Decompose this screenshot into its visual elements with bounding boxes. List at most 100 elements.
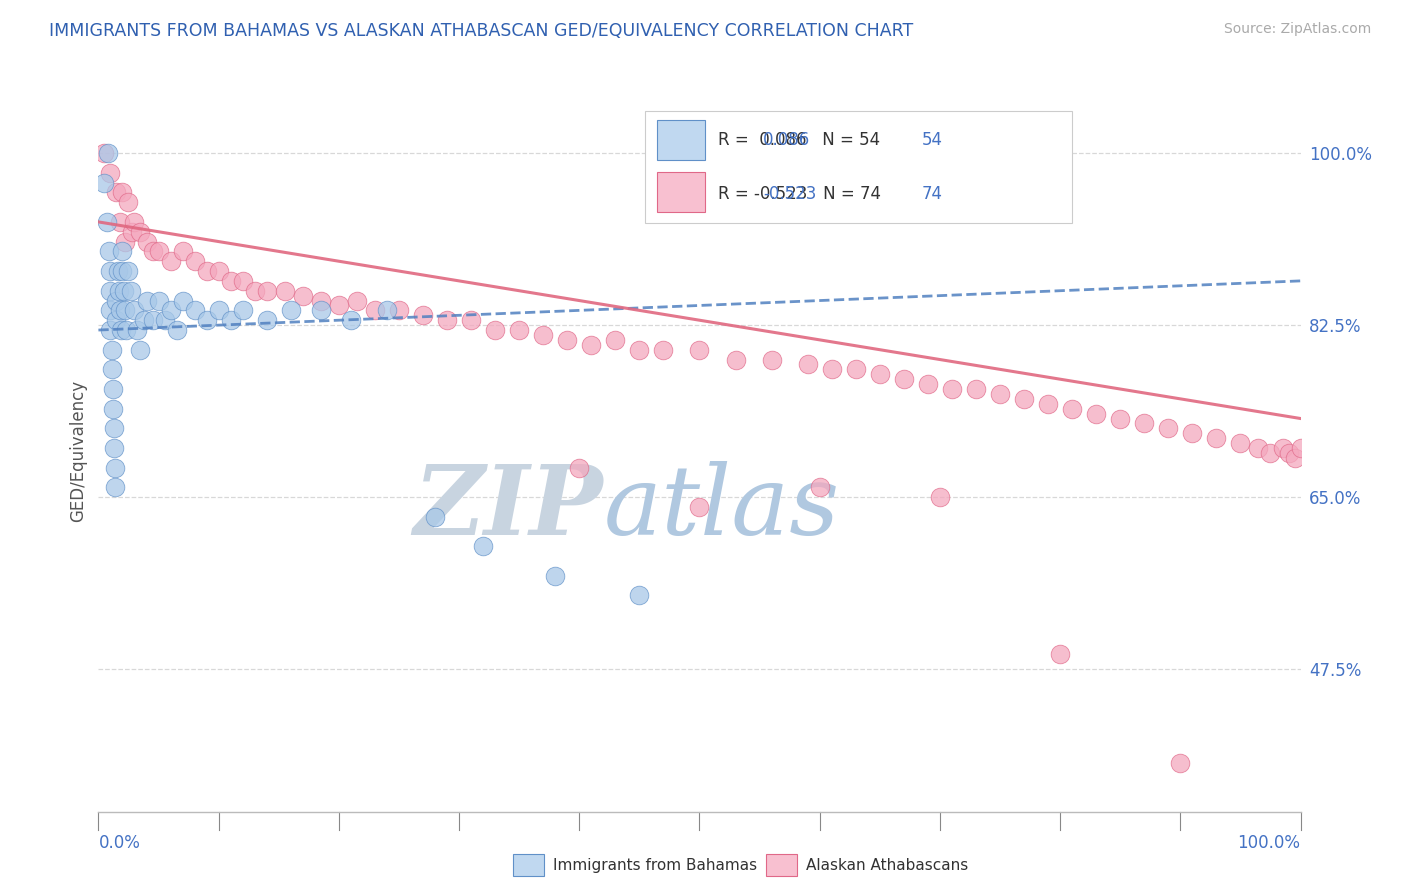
Point xyxy=(115,323,138,337)
Point xyxy=(689,343,711,357)
Point xyxy=(104,480,127,494)
Point xyxy=(183,303,205,318)
Point xyxy=(105,186,128,200)
Point xyxy=(484,323,506,337)
Point xyxy=(166,323,188,337)
Text: Alaskan Athabascans: Alaskan Athabascans xyxy=(806,858,967,872)
Point xyxy=(103,441,125,455)
Point xyxy=(108,215,131,229)
Y-axis label: GED/Equivalency: GED/Equivalency xyxy=(69,379,87,522)
Point xyxy=(124,215,146,229)
Point xyxy=(340,313,363,327)
Point xyxy=(104,460,127,475)
Point xyxy=(965,382,987,396)
Point xyxy=(232,303,254,318)
Point xyxy=(1085,407,1108,421)
Point xyxy=(93,176,115,190)
Point xyxy=(1109,411,1132,425)
Point xyxy=(100,166,122,180)
Point xyxy=(208,303,231,318)
Point xyxy=(761,352,783,367)
Point xyxy=(195,264,218,278)
Point xyxy=(1247,441,1270,455)
Point xyxy=(159,254,181,268)
Point xyxy=(124,303,146,318)
Point xyxy=(821,362,844,376)
Point xyxy=(135,293,157,308)
Point xyxy=(917,377,939,392)
Point xyxy=(1012,392,1035,406)
Point xyxy=(101,401,124,416)
Bar xyxy=(658,120,706,160)
Point xyxy=(153,313,176,327)
Point xyxy=(869,368,891,382)
Point xyxy=(100,343,122,357)
Point xyxy=(100,303,122,318)
Text: atlas: atlas xyxy=(603,461,839,555)
Text: R =  0.086   N = 54: R = 0.086 N = 54 xyxy=(717,131,880,149)
Point xyxy=(531,328,554,343)
Point xyxy=(111,186,134,200)
Point xyxy=(796,358,818,372)
Point xyxy=(689,500,711,514)
Point xyxy=(159,303,181,318)
Point xyxy=(309,293,332,308)
Point xyxy=(1260,446,1282,460)
Point xyxy=(508,323,530,337)
Point xyxy=(928,490,950,504)
Text: 100.0%: 100.0% xyxy=(1237,834,1301,852)
Point xyxy=(628,589,651,603)
Point xyxy=(436,313,458,327)
Point xyxy=(1277,446,1299,460)
Point xyxy=(110,323,132,337)
Point xyxy=(208,264,231,278)
Point xyxy=(256,284,278,298)
FancyBboxPatch shape xyxy=(645,111,1073,223)
Point xyxy=(114,235,136,249)
Text: 74: 74 xyxy=(922,185,943,203)
Point xyxy=(100,284,122,298)
Point xyxy=(111,244,134,259)
Point xyxy=(1181,426,1204,441)
Point xyxy=(328,298,350,312)
Point xyxy=(100,323,122,337)
Text: 0.0%: 0.0% xyxy=(98,834,141,852)
Point xyxy=(1271,441,1294,455)
Point xyxy=(845,362,868,376)
Point xyxy=(117,264,139,278)
Point xyxy=(120,284,142,298)
Point xyxy=(114,303,136,318)
Point xyxy=(280,303,302,318)
Point xyxy=(125,323,148,337)
Point xyxy=(141,313,163,327)
Point xyxy=(195,313,218,327)
Point xyxy=(724,352,747,367)
Text: 54: 54 xyxy=(922,131,943,149)
Point xyxy=(132,313,155,327)
Point xyxy=(105,313,128,327)
Text: ZIP: ZIP xyxy=(413,461,603,555)
Point xyxy=(172,244,194,259)
Point xyxy=(111,264,134,278)
Text: Immigrants from Bahamas: Immigrants from Bahamas xyxy=(553,858,756,872)
Point xyxy=(121,225,143,239)
Point xyxy=(101,382,124,396)
Point xyxy=(1170,756,1192,770)
Text: IMMIGRANTS FROM BAHAMAS VS ALASKAN ATHABASCAN GED/EQUIVALENCY CORRELATION CHART: IMMIGRANTS FROM BAHAMAS VS ALASKAN ATHAB… xyxy=(49,22,914,40)
Point xyxy=(256,313,278,327)
Point xyxy=(1036,397,1059,411)
Point xyxy=(893,372,915,386)
Point xyxy=(232,274,254,288)
Text: -0.523: -0.523 xyxy=(763,185,817,203)
Point xyxy=(103,421,125,435)
Point xyxy=(105,293,128,308)
Point xyxy=(148,244,170,259)
Point xyxy=(274,284,297,298)
Point xyxy=(107,264,129,278)
Point xyxy=(243,284,266,298)
Text: 0.086: 0.086 xyxy=(763,131,810,149)
Point xyxy=(112,284,135,298)
Point xyxy=(100,362,122,376)
Point xyxy=(129,343,152,357)
Point xyxy=(988,387,1011,401)
